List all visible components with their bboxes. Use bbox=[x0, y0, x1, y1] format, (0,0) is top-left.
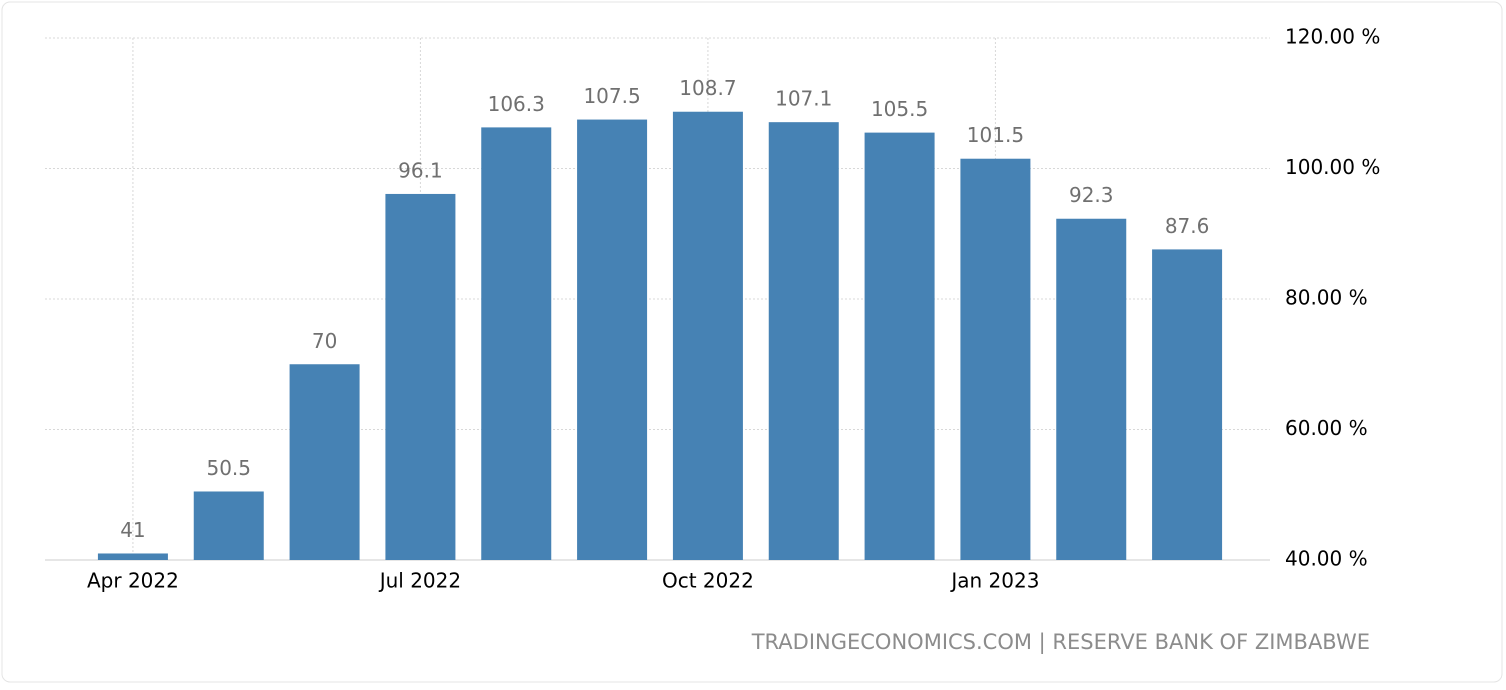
source-note: TRADINGECONOMICS.COM | RESERVE BANK OF Z… bbox=[751, 630, 1370, 655]
bar bbox=[481, 127, 552, 560]
x-tick-label: Jan 2023 bbox=[949, 569, 1039, 593]
value-label: 107.5 bbox=[583, 84, 640, 108]
bar bbox=[864, 132, 935, 561]
value-label: 105.5 bbox=[871, 97, 928, 121]
value-label: 92.3 bbox=[1069, 183, 1114, 207]
x-tick-label: Oct 2022 bbox=[662, 569, 754, 593]
y-tick-label: 80.00 % bbox=[1285, 286, 1368, 310]
bar bbox=[1152, 249, 1223, 560]
bar bbox=[97, 553, 168, 560]
bar bbox=[385, 193, 456, 560]
bar bbox=[577, 119, 648, 560]
value-label: 41 bbox=[120, 518, 145, 542]
value-label: 101.5 bbox=[967, 123, 1024, 147]
y-tick-label: 100.00 % bbox=[1285, 155, 1380, 179]
bar bbox=[193, 491, 264, 560]
value-label: 106.3 bbox=[488, 92, 545, 116]
y-tick-label: 60.00 % bbox=[1285, 416, 1368, 440]
bar bbox=[289, 364, 360, 560]
y-tick-label: 40.00 % bbox=[1285, 547, 1368, 571]
x-tick-label: Apr 2022 bbox=[87, 569, 179, 593]
value-label: 50.5 bbox=[206, 456, 251, 480]
value-label: 108.7 bbox=[679, 76, 736, 100]
bar bbox=[768, 122, 839, 561]
value-label: 107.1 bbox=[775, 87, 832, 111]
value-label: 96.1 bbox=[398, 158, 443, 182]
value-label: 70 bbox=[312, 329, 337, 353]
value-label: 87.6 bbox=[1165, 214, 1210, 238]
x-tick-label: Jul 2022 bbox=[378, 569, 461, 593]
y-tick-label: 120.00 % bbox=[1285, 25, 1380, 49]
bar bbox=[1056, 218, 1127, 560]
bar bbox=[672, 111, 743, 561]
bar bbox=[960, 158, 1031, 560]
